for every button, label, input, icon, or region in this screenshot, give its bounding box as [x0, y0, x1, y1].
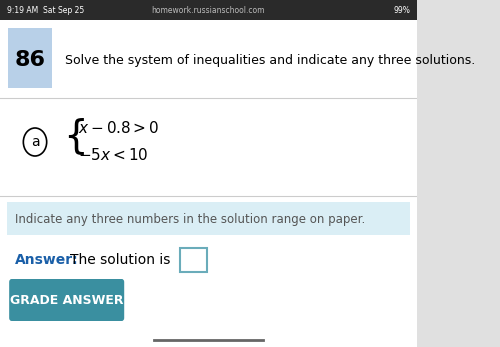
Text: homework.russianschool.com: homework.russianschool.com	[152, 6, 265, 15]
Text: Indicate any three numbers in the solution range on paper.: Indicate any three numbers in the soluti…	[15, 212, 366, 226]
Text: a: a	[30, 135, 40, 149]
Text: $x - 0.8 > 0$: $x - 0.8 > 0$	[78, 120, 160, 136]
Text: $-5x < 10$: $-5x < 10$	[78, 147, 149, 163]
FancyBboxPatch shape	[0, 20, 417, 98]
FancyBboxPatch shape	[0, 98, 417, 196]
Text: GRADE ANSWER: GRADE ANSWER	[10, 294, 124, 306]
FancyBboxPatch shape	[9, 279, 124, 321]
Text: 9:19 AM  Sat Sep 25: 9:19 AM Sat Sep 25	[6, 6, 84, 15]
Text: $\{$: $\{$	[64, 117, 85, 158]
FancyBboxPatch shape	[8, 28, 52, 88]
Text: 86: 86	[14, 50, 46, 70]
FancyBboxPatch shape	[0, 196, 417, 347]
Circle shape	[24, 128, 46, 156]
Text: Solve the system of inequalities and indicate any three solutions.: Solve the system of inequalities and ind…	[65, 53, 476, 67]
FancyBboxPatch shape	[180, 248, 206, 272]
Text: The solution is: The solution is	[70, 253, 170, 267]
FancyBboxPatch shape	[0, 0, 417, 20]
FancyBboxPatch shape	[6, 202, 410, 235]
Text: Answer:: Answer:	[15, 253, 78, 267]
Text: 99%: 99%	[394, 6, 410, 15]
